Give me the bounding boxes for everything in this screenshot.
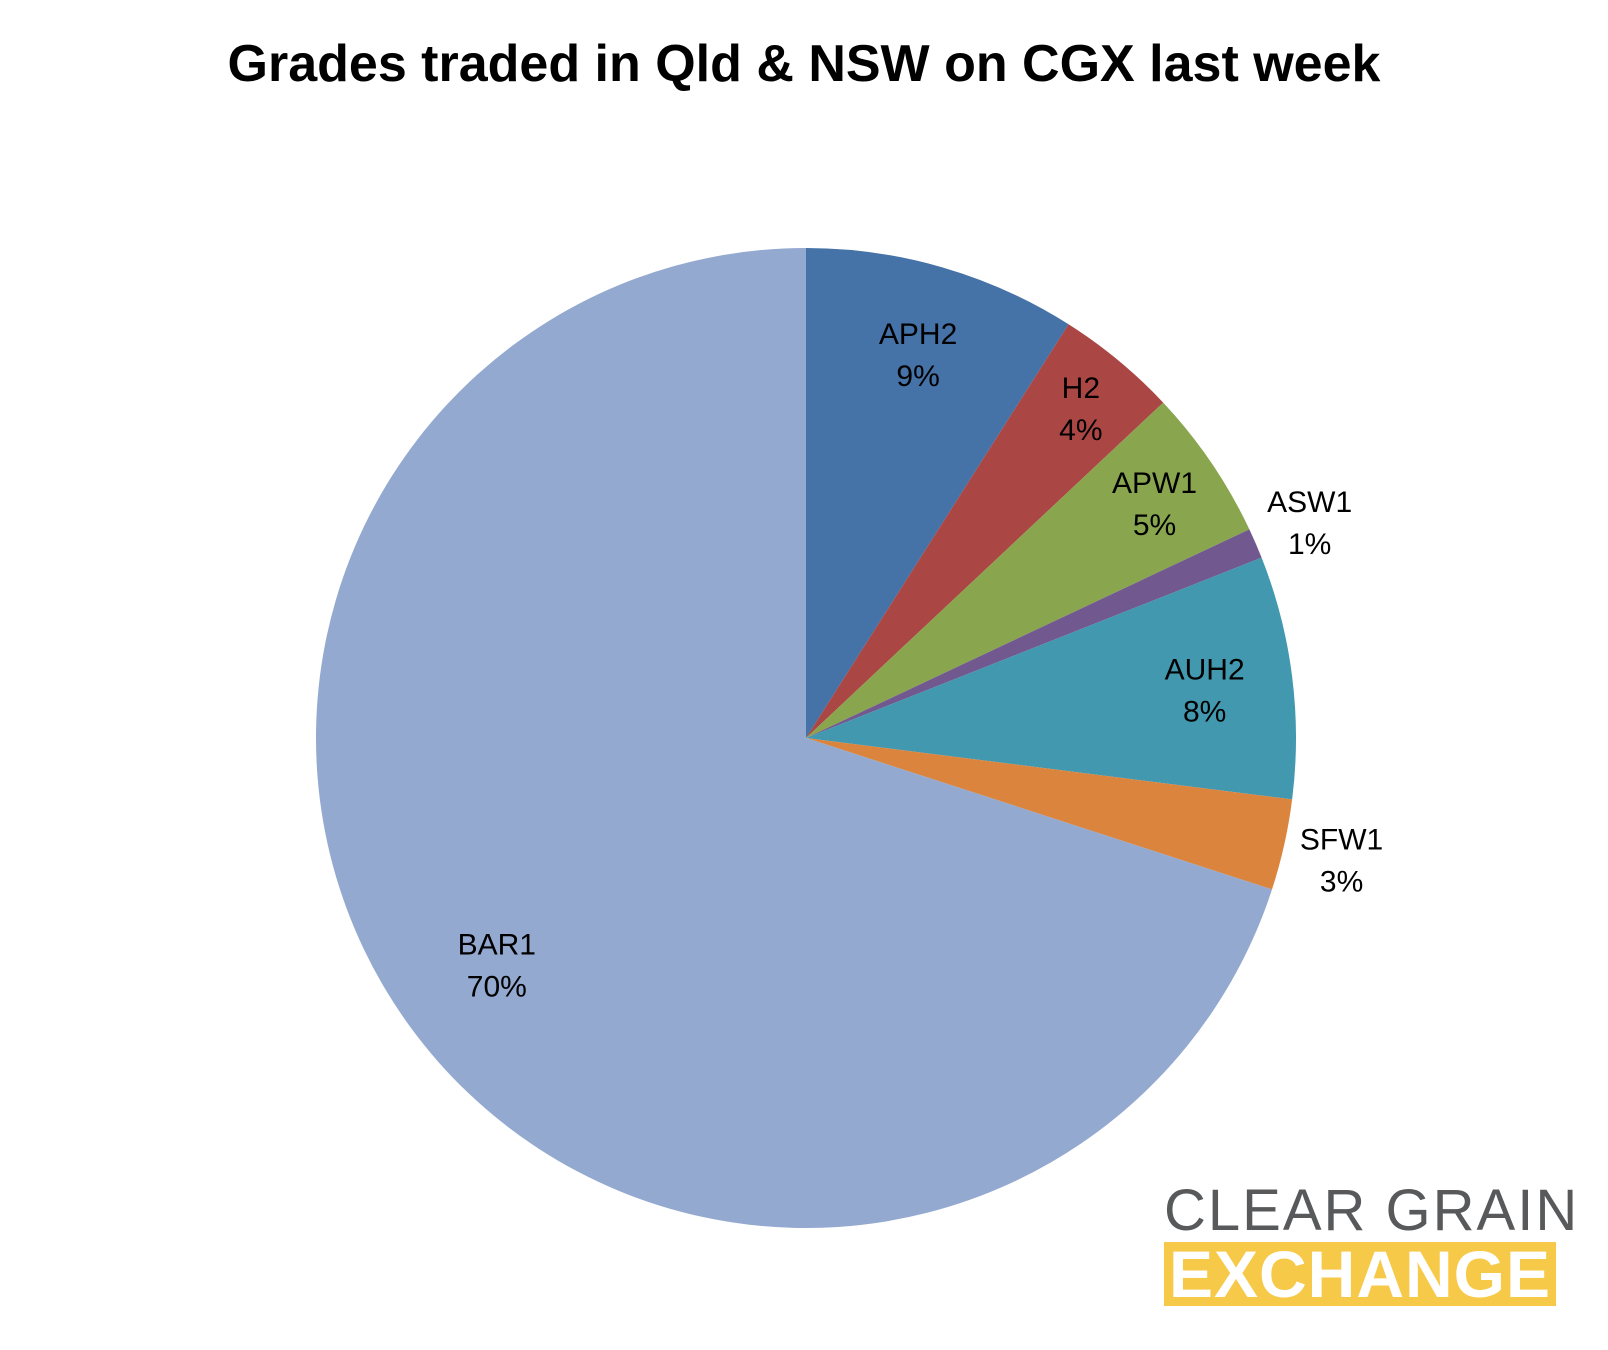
logo-line1: CLEAR GRAIN [1164,1178,1580,1243]
chart-title: Grades traded in Qld & NSW on CGX last w… [227,35,1381,93]
slice-label-auh2: AUH2 [1165,654,1245,687]
pie-slice-asw1 [806,529,1262,738]
slice-label-bar1: BAR1 [458,929,536,962]
slice-pct-apw1: 5% [1133,509,1176,542]
pie-slice-sfw1 [806,738,1293,890]
slice-label-asw1: ASW1 [1267,486,1352,519]
pie-slice-bar1 [316,248,1273,1229]
pie-slice-aph2 [806,248,1069,738]
pie-labels: APH2 9% H2 4% APW1 5% ASW1 1% AUH2 8% SFW1 3% BAR1 70… [458,318,1384,1003]
slice-pct-sfw1: 3% [1320,866,1363,899]
slice-label-aph2: APH2 [879,318,957,351]
logo-band: EXCHANGE [1164,1237,1556,1311]
pie-slice-h2 [806,324,1164,738]
logo-line2: EXCHANGE [1168,1237,1552,1311]
pie-slices [316,248,1297,1229]
slice-pct-asw1: 1% [1288,528,1331,561]
slice-pct-bar1: 70% [467,971,527,1004]
slice-pct-auh2: 8% [1183,696,1226,729]
clear-grain-exchange-logo: CLEAR GRAIN EXCHANGE [1164,1178,1580,1311]
slice-label-sfw1: SFW1 [1300,824,1383,857]
slice-label-h2: H2 [1062,372,1100,405]
slice-label-apw1: APW1 [1112,467,1197,500]
slice-pct-h2: 4% [1059,414,1102,447]
slice-pct-aph2: 9% [896,360,939,393]
pie-slice-apw1 [806,402,1250,738]
pie-slice-auh2 [806,557,1297,800]
